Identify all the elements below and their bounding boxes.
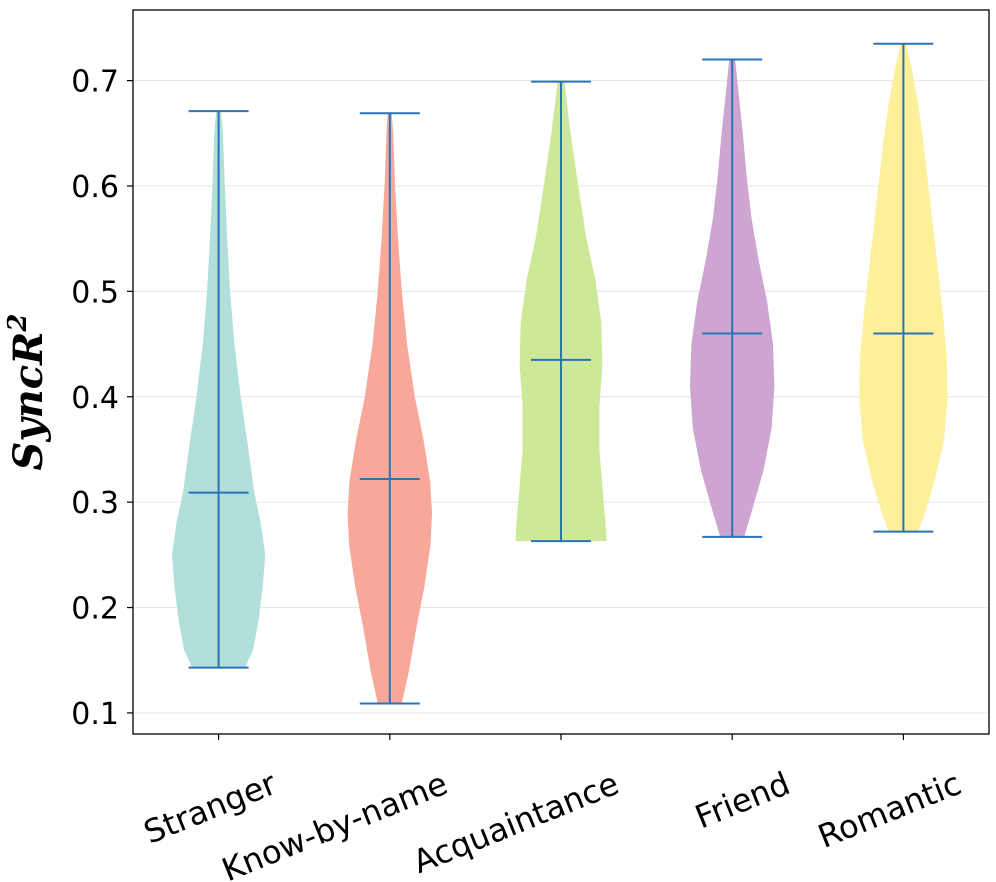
y-axis-title-superscript: 2 — [3, 314, 33, 333]
y-tick-label: 0.3 — [71, 486, 119, 521]
y-axis-ticks: 0.1 0.2 0.3 0.4 0.5 0.6 0.7 — [71, 65, 133, 732]
violins — [172, 42, 948, 705]
y-tick-label: 0.5 — [71, 275, 119, 310]
y-tick-label: 0.4 — [71, 381, 119, 416]
y-tick-label: 0.1 — [71, 697, 119, 732]
x-tick-label: Romantic — [813, 764, 967, 856]
x-tick-label: Friend — [690, 764, 795, 836]
y-axis-title: SyncR2 — [3, 314, 52, 471]
y-axis-title-main: SyncR — [5, 332, 52, 471]
y-tick-label: 0.7 — [71, 65, 119, 100]
y-tick-label: 0.2 — [71, 592, 119, 627]
y-tick-label: 0.6 — [71, 170, 119, 205]
